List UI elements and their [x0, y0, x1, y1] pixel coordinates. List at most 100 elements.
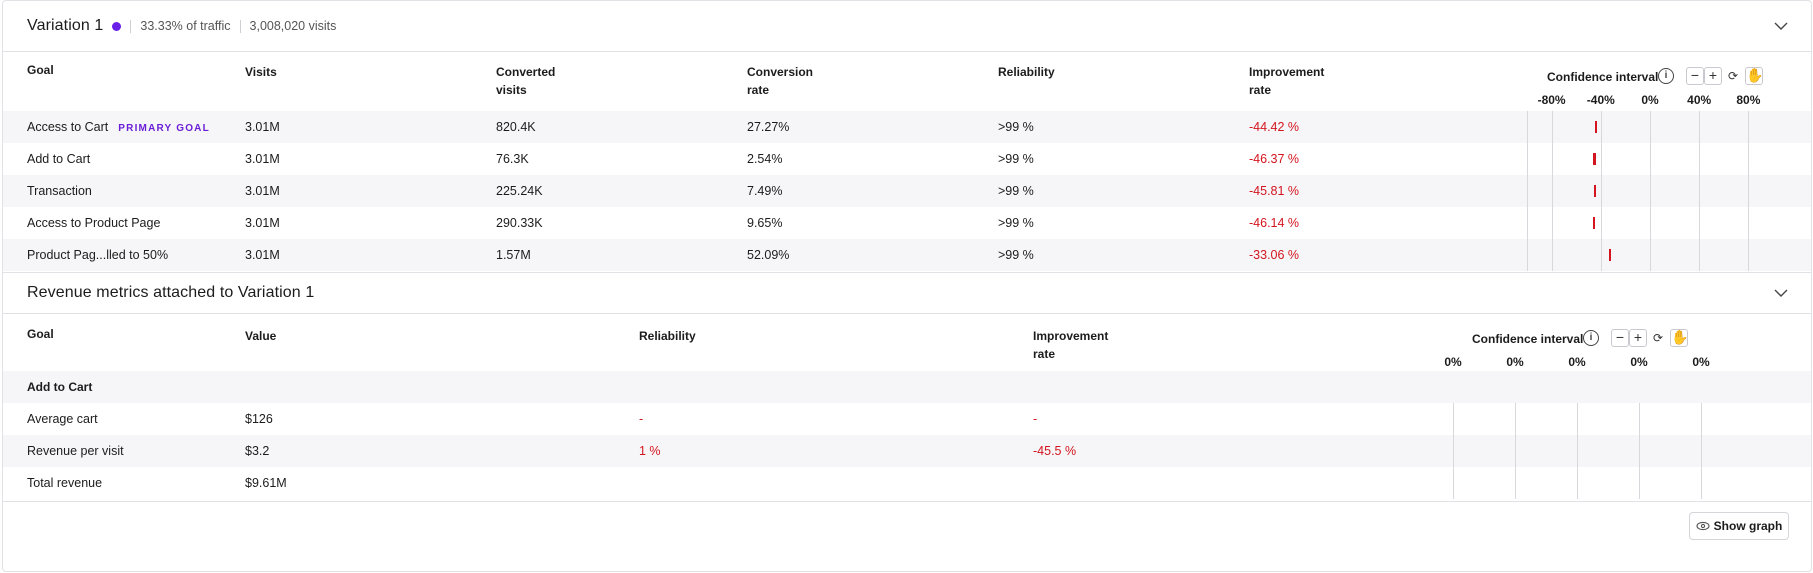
grid-line	[1551, 239, 1553, 271]
chevron-down-icon[interactable]	[1773, 18, 1789, 34]
converted-value: 290.33K	[496, 216, 543, 230]
variation-color-dot	[112, 21, 122, 31]
grid-line	[1650, 143, 1651, 175]
zoom-out-button[interactable]: −	[1611, 329, 1629, 347]
eye-icon	[1696, 521, 1710, 531]
primary-goal-badge: PRIMARY GOAL	[118, 123, 210, 134]
traffic-share: 33.33% of traffic	[140, 19, 231, 33]
grid-line	[1748, 239, 1750, 271]
grid-line	[1650, 175, 1651, 207]
variation-header[interactable]: Variation 1 33.33% of traffic 3,008,020 …	[3, 1, 1811, 52]
grid-line	[1600, 175, 1602, 207]
visits-value: 3.01M	[245, 120, 280, 134]
revenue-value: $126	[245, 412, 273, 426]
zoom-out-button[interactable]: −	[1686, 67, 1704, 85]
axis-tick-label: 0%	[1630, 355, 1648, 369]
revenue-goal-name: Total revenue	[27, 476, 103, 490]
grid-line	[1453, 403, 1454, 435]
show-graph-button[interactable]: Show graph	[1689, 512, 1789, 540]
rev-col-goal-header: Goal	[27, 327, 54, 341]
confidence-interval-label: Confidence interval	[1547, 70, 1659, 84]
visits-total: 3,008,020 visits	[249, 19, 337, 33]
pan-hand-button[interactable]: ✋	[1670, 329, 1689, 347]
goal-label: Access to Cart	[27, 120, 109, 134]
zoom-in-button[interactable]: +	[1704, 67, 1722, 85]
grid-line	[1551, 111, 1553, 143]
chevron-down-icon[interactable]	[1773, 285, 1789, 301]
revenue-group-row: Add to Cart	[3, 371, 1811, 403]
revenue-group-label: Add to Cart	[27, 380, 93, 394]
grid-line	[1701, 435, 1702, 467]
grid-line	[1650, 207, 1651, 239]
table-row: Product Pag...lled to 50% 3.01M 1.57M 52.09…	[3, 239, 1811, 271]
goal-name: Transaction	[27, 175, 92, 207]
reset-icon[interactable]: ⟳	[1727, 69, 1739, 83]
revenue-value: $3.2	[245, 444, 270, 458]
zoom-in-button[interactable]: +	[1629, 329, 1647, 347]
conversion-rate-value: 52.09%	[747, 248, 790, 262]
improvement-value: -46.14 %	[1249, 216, 1300, 230]
goal-label: Add to Cart	[27, 152, 91, 166]
info-icon[interactable]: i	[1658, 68, 1674, 84]
reliability-value: >99 %	[998, 216, 1034, 230]
grid-line	[1600, 143, 1602, 175]
info-icon[interactable]: i	[1583, 330, 1599, 346]
reset-icon[interactable]: ⟳	[1652, 331, 1664, 345]
col-converted-header-line2: visits	[496, 83, 527, 97]
conversion-rate-value: 9.65%	[747, 216, 783, 230]
grid-line	[1527, 175, 1528, 207]
grid-line	[1748, 111, 1750, 143]
grid-line	[1527, 143, 1528, 175]
grid-line	[1748, 175, 1750, 207]
table-row: Revenue per visit $3.2 1 % -45.5 %	[3, 435, 1811, 467]
grid-line	[1527, 239, 1528, 271]
improvement-value: -33.06 %	[1249, 248, 1300, 262]
grid-line	[1699, 239, 1701, 271]
goal-label: Transaction	[27, 184, 92, 198]
axis-tick-label: 0%	[1692, 355, 1710, 369]
grid-line	[1453, 467, 1454, 499]
goal-name: Product Pag...lled to 50%	[27, 239, 168, 271]
confidence-interval-mark	[1609, 249, 1612, 261]
grid-line	[1600, 111, 1602, 143]
grid-line	[1639, 435, 1640, 467]
rev-col-improvement-header-line2: rate	[1033, 347, 1056, 361]
grid-line	[1639, 467, 1640, 499]
col-reliability-header: Reliability	[998, 65, 1055, 79]
improvement-value: -44.42 %	[1249, 120, 1300, 134]
table-row: Add to Cart 3.01M 76.3K 2.54% >99 % -46.37 %	[3, 143, 1811, 175]
table-row: Access to Cart PRIMARY GOAL 3.01M 820.4K 27.…	[3, 111, 1811, 143]
rev-col-reliability-header: Reliability	[639, 329, 696, 343]
grid-line	[1577, 467, 1578, 499]
col-conversion-header-line1: Conversion	[747, 65, 814, 79]
visits-value: 3.01M	[245, 248, 280, 262]
grid-line	[1515, 403, 1516, 435]
goal-label: Access to Product Page	[27, 216, 161, 230]
axis-tick-label: -80%	[1537, 93, 1566, 107]
grid-line	[1699, 111, 1701, 143]
col-conversion-header: Conversion rate	[747, 63, 813, 99]
axis-tick-label: 0%	[1568, 355, 1586, 369]
visits-value: 3.01M	[245, 184, 280, 198]
visits-value: 3.01M	[245, 216, 280, 230]
improvement-value: -46.37 %	[1249, 152, 1300, 166]
revenue-reliability: 1 %	[639, 444, 661, 458]
col-improvement-header-line2: rate	[1249, 83, 1272, 97]
variation-title: Variation 1	[27, 17, 104, 34]
grid-line	[1748, 207, 1750, 239]
zoom-controls: − +	[1686, 67, 1722, 85]
table-row: Average cart $126 - -	[3, 403, 1811, 435]
divider	[130, 19, 132, 33]
converted-value: 225.24K	[496, 184, 543, 198]
col-improvement-header: Improvement rate	[1249, 63, 1324, 99]
grid-line	[1577, 403, 1578, 435]
revenue-section-header[interactable]: Revenue metrics attached to Variation 1	[3, 272, 1811, 314]
goal-name: Add to Cart	[27, 143, 90, 175]
divider	[3, 501, 1811, 502]
pan-hand-button[interactable]: ✋	[1745, 67, 1764, 85]
col-converted-header-line1: Converted	[496, 65, 556, 79]
confidence-interval-mark	[1593, 185, 1596, 197]
rev-zoom-controls: − +	[1611, 329, 1647, 347]
grid-line	[1701, 467, 1702, 499]
revenue-value: $9.61M	[245, 476, 287, 490]
